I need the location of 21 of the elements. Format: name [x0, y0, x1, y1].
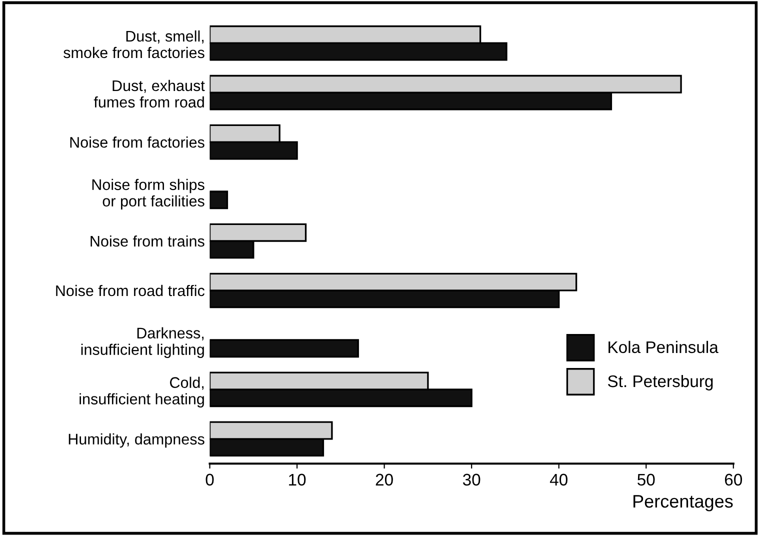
- x-tick-label: 0: [206, 474, 214, 486]
- bar: [210, 190, 228, 210]
- y-tick-label: Dust, smell, smoke from factories: [64, 30, 204, 58]
- y-tick-label: Noise from trains: [90, 235, 204, 247]
- y-tick-label: Darkness, insufficient lighting: [81, 327, 204, 358]
- x-tick-label: 20: [376, 474, 393, 486]
- x-axis-title: Percentages: [634, 495, 733, 512]
- legend-label: St. Petersburg: [608, 374, 713, 390]
- x-tick-label: 60: [724, 474, 742, 486]
- legend-label: Kola Peninsula: [608, 340, 718, 354]
- y-tick-label: Humidity, dampness: [68, 433, 204, 448]
- x-tick-label: 10: [289, 474, 306, 486]
- y-tick-label: Dust, exhaust fumes from road: [94, 80, 205, 108]
- y-tick-label: Cold, insufficient heating: [80, 376, 204, 408]
- x-tick-label: 50: [638, 474, 655, 486]
- y-tick-label: Noise form ships or port facilities: [92, 178, 204, 210]
- x-tick-label: 30: [462, 474, 480, 486]
- y-tick-label: Noise from road traffic: [56, 284, 205, 296]
- y-tick-label: Noise from factories: [70, 136, 204, 148]
- x-tick-label: 40: [550, 474, 568, 486]
- bar: [210, 339, 359, 358]
